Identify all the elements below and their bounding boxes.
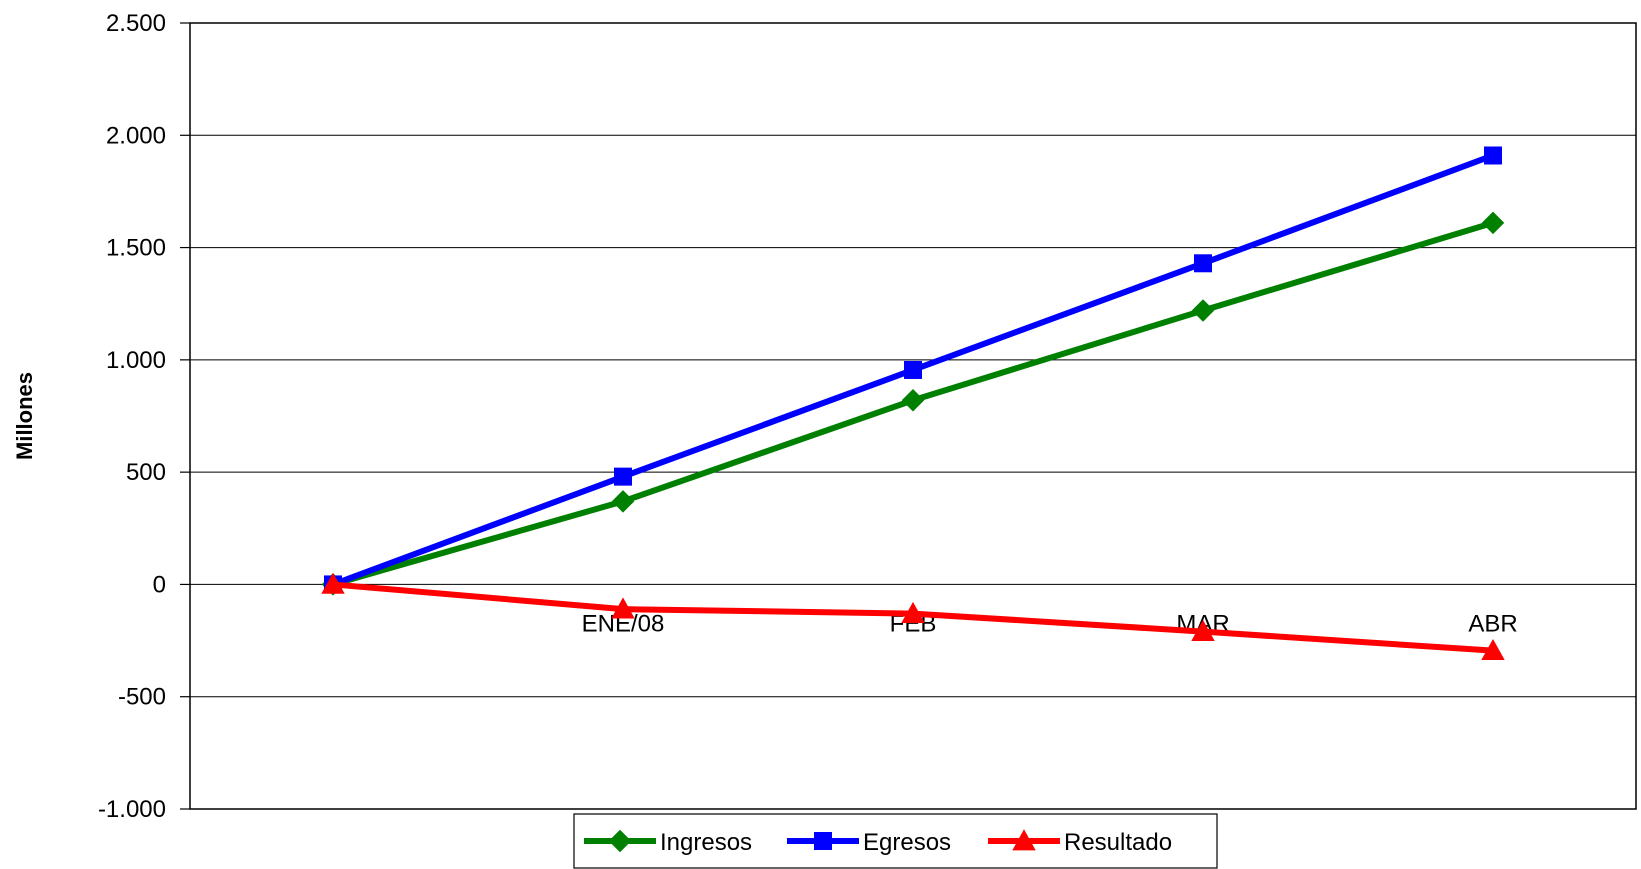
series-ingresos bbox=[321, 211, 1505, 596]
legend-box bbox=[573, 813, 1218, 869]
legend-label: Resultado bbox=[1064, 829, 1172, 856]
data-point bbox=[1481, 211, 1505, 235]
y-tick-label: 2.000 bbox=[106, 122, 166, 149]
data-point bbox=[321, 572, 345, 594]
data-point bbox=[611, 490, 635, 513]
y-tick-label: 1.000 bbox=[106, 347, 166, 374]
gridlines bbox=[190, 134, 1636, 698]
legend: Ingresos Egresos Resultado bbox=[573, 813, 1218, 869]
data-point bbox=[904, 360, 922, 379]
data-point bbox=[901, 389, 925, 412]
data-point bbox=[1191, 299, 1215, 322]
y-tick-label: 2.500 bbox=[106, 10, 166, 37]
series-resultado bbox=[321, 572, 1505, 661]
series-layer bbox=[321, 146, 1505, 661]
data-point bbox=[611, 597, 635, 619]
plot-area bbox=[189, 22, 1637, 810]
data-point bbox=[1484, 146, 1502, 165]
data-point bbox=[1481, 638, 1505, 661]
data-point bbox=[608, 829, 632, 853]
data-point bbox=[1191, 619, 1215, 641]
legend-label: Egresos bbox=[863, 829, 951, 856]
legend-items: Ingresos Egresos Resultado bbox=[584, 829, 1172, 856]
data-point bbox=[901, 601, 925, 623]
y-tick-label: 500 bbox=[126, 459, 166, 486]
y-axis-ticks: 2.500 2.000 1.500 1.000 500 0 -500 -1.000 bbox=[98, 10, 190, 823]
y-tick-label: -500 bbox=[118, 684, 166, 711]
data-point bbox=[1194, 254, 1212, 273]
legend-label: Ingresos bbox=[660, 829, 752, 856]
legend-item-ingresos: Ingresos bbox=[584, 829, 752, 856]
y-tick-label: 1.500 bbox=[106, 235, 166, 262]
data-point bbox=[1012, 829, 1036, 851]
series-egresos bbox=[324, 146, 1502, 594]
x-tick-label: ABR bbox=[1468, 610, 1517, 637]
legend-item-egresos: Egresos bbox=[787, 829, 951, 856]
y-axis-title: Millones bbox=[12, 372, 37, 460]
y-tick-label: 0 bbox=[153, 571, 166, 598]
data-point bbox=[814, 832, 832, 850]
data-point bbox=[614, 467, 632, 486]
legend-item-resultado: Resultado bbox=[988, 829, 1172, 856]
y-tick-label: -1.000 bbox=[98, 796, 166, 823]
